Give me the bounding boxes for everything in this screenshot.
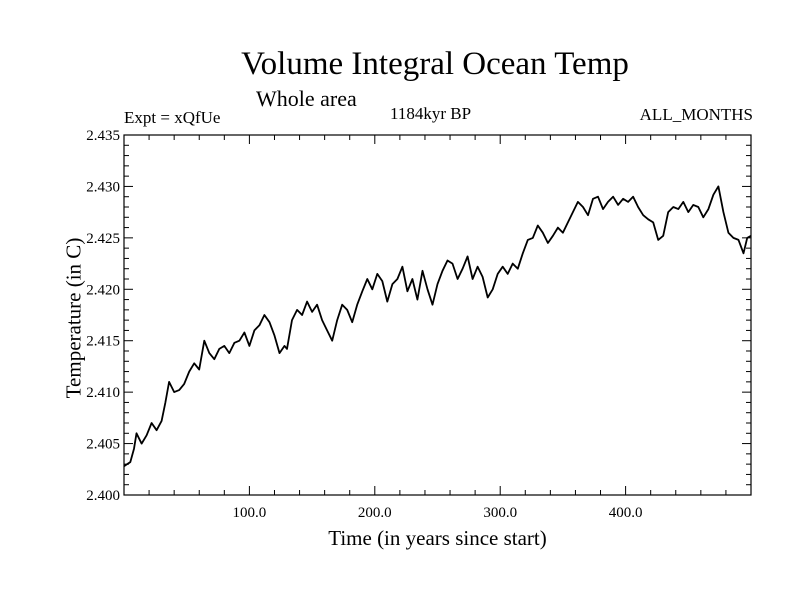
y-tick-label: 2.415 <box>86 334 120 350</box>
x-axis-label: Time (in years since start) <box>328 526 547 550</box>
x-tick-label: 200.0 <box>358 505 392 521</box>
y-tick-label: 2.400 <box>86 488 120 504</box>
y-tick-label: 2.410 <box>86 385 120 401</box>
plot-frame <box>123 134 752 496</box>
period-label: 1184kyr BP <box>390 104 472 123</box>
y-tick-label: 2.425 <box>86 231 120 247</box>
y-tick-label: 2.420 <box>86 282 120 298</box>
y-tick-label: 2.435 <box>86 128 120 144</box>
experiment-label: Expt = xQfUe <box>124 108 221 127</box>
months-label: ALL_MONTHS <box>639 105 753 124</box>
y-tick-label: 2.430 <box>86 179 120 195</box>
series-line <box>123 185 752 467</box>
x-tick-label: 100.0 <box>233 505 267 521</box>
chart-title: Volume Integral Ocean Temp <box>241 46 629 82</box>
x-tick-label: 400.0 <box>609 505 643 521</box>
axes-layer: 100.0 200.0 300.0 400.0 2.400 2.405 2.410 2.415… <box>86 128 752 521</box>
x-tick-label: 300.0 <box>483 505 517 521</box>
chart-subtitle: Whole area <box>256 86 357 111</box>
series-layer <box>123 185 752 467</box>
y-tick-label: 2.405 <box>86 437 120 453</box>
